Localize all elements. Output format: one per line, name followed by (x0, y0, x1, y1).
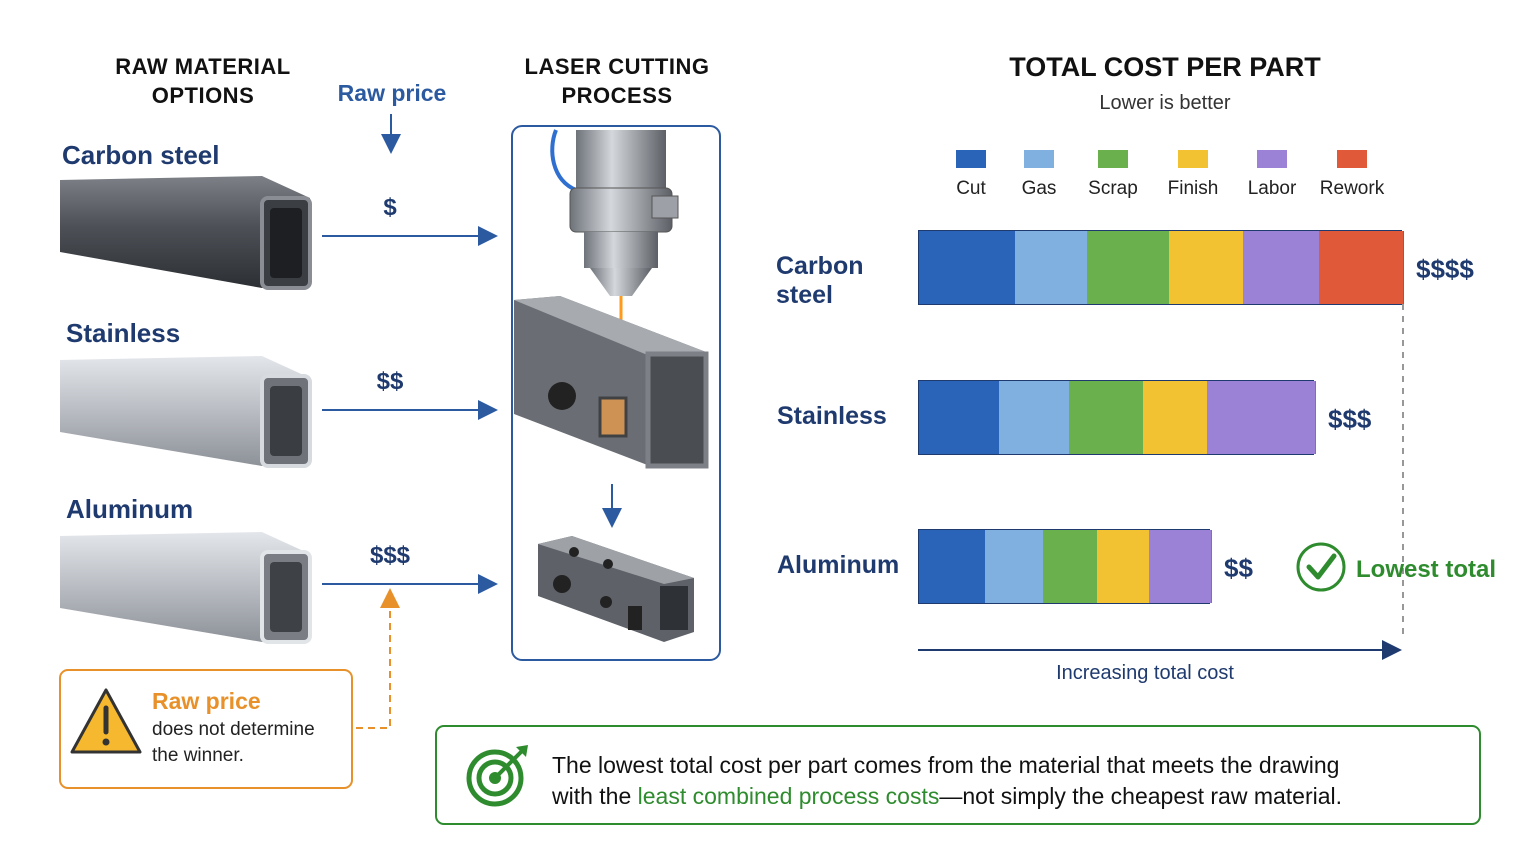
legend-item-scrap: Scrap (1073, 150, 1153, 200)
raw-material-header-line2: OPTIONS (151, 83, 255, 108)
segment-stainless-cut (919, 381, 1000, 454)
raw-material-header-line1: RAW MATERIAL (115, 54, 291, 79)
legend-swatch-finish (1178, 150, 1208, 168)
warning-text: Raw price does not determine the winner. (152, 688, 348, 767)
warning-icon (70, 688, 142, 754)
legend-item-finish: Finish (1153, 150, 1233, 200)
row-label-aluminum: Aluminum (777, 551, 900, 579)
row-label-carbon-steel: Carbon steel (776, 252, 864, 309)
target-icon (466, 745, 528, 807)
legend-swatch-gas (1024, 150, 1054, 168)
conclusion-text: The lowest total cost per part comes fro… (552, 750, 1462, 812)
total-label-aluminum: $$ (1224, 553, 1253, 583)
check-circle-icon (1296, 542, 1346, 592)
segment-stainless-labor (1207, 381, 1316, 454)
warning-line1: does not determine (152, 719, 315, 740)
segment-aluminum-cut (919, 530, 986, 603)
warning-title: Raw price (152, 688, 261, 714)
material-name-aluminum: Aluminum (66, 494, 194, 524)
segment-carbon-steel-finish (1169, 231, 1244, 304)
price-aluminum: $$$ (369, 542, 411, 569)
segment-aluminum-gas (985, 530, 1044, 603)
price-carbon-steel: $ (383, 194, 397, 221)
chart-title: TOTAL COST PER PART (1009, 52, 1321, 82)
conclusion-line2: with the least combined process costs—no… (552, 781, 1462, 812)
legend-label-finish: Finish (1167, 178, 1219, 199)
segment-carbon-steel-gas (1015, 231, 1088, 304)
material-name-carbon-steel: Carbon steel (62, 140, 220, 170)
legend-label-gas: Gas (1021, 178, 1057, 199)
segment-carbon-steel-scrap (1087, 231, 1170, 304)
total-label-carbon-steel: $$$$ (1416, 254, 1474, 284)
laser-header-line2: PROCESS (561, 83, 673, 108)
bar-aluminum (918, 529, 1212, 604)
segment-aluminum-labor (1149, 530, 1212, 603)
segment-carbon-steel-labor (1243, 231, 1320, 304)
legend-swatch-labor (1257, 150, 1287, 168)
bar-stainless (918, 380, 1316, 455)
raw-material-header: RAW MATERIAL OPTIONS (96, 52, 310, 110)
legend-item-gas: Gas (999, 150, 1079, 200)
warning-connector (356, 588, 400, 729)
legend-swatch-rework (1337, 150, 1367, 168)
x-axis-label: Increasing total cost (1056, 662, 1234, 684)
segment-aluminum-finish (1097, 530, 1150, 603)
legend-item-labor: Labor (1232, 150, 1312, 200)
laser-head-illustration (550, 129, 679, 388)
legend-label-scrap: Scrap (1088, 178, 1138, 199)
conclusion-line2-suffix: —not simply the cheapest raw material. (939, 783, 1343, 809)
finished-part-illustration (538, 536, 694, 642)
legend-item-cut: Cut (931, 150, 1011, 200)
warning-line2: the winner. (152, 745, 244, 766)
conclusion-line1: The lowest total cost per part comes fro… (552, 752, 1340, 778)
segment-carbon-steel-rework (1319, 231, 1404, 304)
segment-aluminum-scrap (1043, 530, 1098, 603)
price-stainless: $$ (376, 368, 404, 395)
material-name-stainless: Stainless (66, 318, 181, 348)
bar-carbon-steel (918, 230, 1404, 305)
segment-stainless-scrap (1069, 381, 1144, 454)
aluminum-tube (60, 532, 312, 644)
lowest-total-label: Lowest total (1356, 556, 1497, 583)
conclusion-line2-prefix: with the (552, 783, 638, 809)
stainless-tube (60, 356, 312, 468)
segment-stainless-gas (999, 381, 1070, 454)
chart-subtitle: Lower is better (1099, 92, 1231, 114)
legend-swatch-scrap (1098, 150, 1128, 168)
legend-label-rework: Rework (1319, 178, 1385, 199)
conclusion-highlight: least combined process costs (637, 783, 940, 809)
laser-header-line1: LASER CUTTING (524, 54, 710, 79)
legend-label-cut: Cut (956, 178, 986, 199)
segment-stainless-finish (1143, 381, 1208, 454)
legend-item-rework: Rework (1312, 150, 1392, 200)
laser-cutting-header: LASER CUTTING PROCESS (512, 52, 722, 110)
segment-carbon-steel-cut (919, 231, 1016, 304)
cut-tube-illustration (514, 296, 709, 469)
raw-price-label: Raw price (337, 80, 447, 106)
total-label-stainless: $$$ (1328, 404, 1372, 434)
row-label-stainless: Stainless (777, 402, 887, 430)
conclusion-box (435, 725, 1481, 825)
carbon-steel-tube (60, 176, 312, 290)
legend-label-labor: Labor (1247, 178, 1297, 199)
warning-box (59, 669, 353, 789)
legend-swatch-cut (956, 150, 986, 168)
